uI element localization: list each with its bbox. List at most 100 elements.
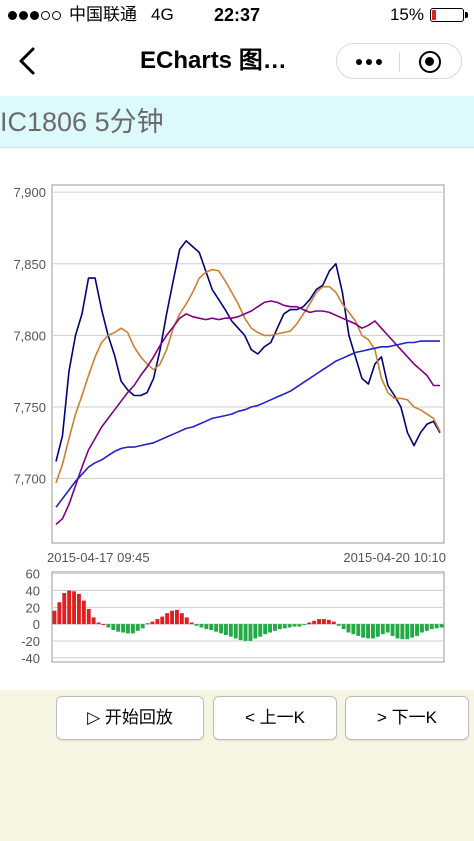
- indicator-bar: [371, 624, 375, 639]
- indicator-bar: [415, 624, 419, 636]
- indicator-bar: [81, 600, 86, 625]
- indicator-bar: [258, 624, 263, 637]
- indicator-bar: [228, 624, 233, 637]
- indicator-bar: [317, 619, 321, 625]
- indicator-bar: [199, 624, 204, 628]
- indicator-bar: [287, 624, 292, 628]
- control-footer: ▷ 开始回放 < 上一K > 下一K: [0, 690, 474, 841]
- chevron-left-icon[interactable]: [14, 46, 42, 76]
- indicator-bar: [375, 624, 380, 637]
- indicator-bar: [204, 624, 209, 630]
- indicator-bar: [179, 613, 184, 625]
- indicator-y-tick-label: 60: [26, 567, 40, 582]
- indicator-bar: [243, 624, 248, 641]
- indicator-bar: [268, 624, 272, 633]
- indicator-bar: [424, 624, 429, 631]
- indicator-bar: [145, 623, 150, 625]
- indicator-bar: [175, 609, 179, 625]
- next-k-button[interactable]: > 下一K: [345, 696, 469, 740]
- kline-chart[interactable]: 7,700 7,750 7,800 7,850 7,900 2015-04-17 09:…: [0, 160, 474, 690]
- indicator-bar: [111, 624, 116, 630]
- indicator-bar: [326, 619, 331, 625]
- indicator-y-tick-label: -40: [21, 651, 40, 666]
- indicator-bar: [248, 624, 253, 641]
- indicator-bar: [439, 624, 444, 628]
- indicator-bar: [126, 624, 130, 634]
- carrier-name: 中国联通: [69, 5, 137, 24]
- indicator-bar: [380, 624, 385, 635]
- indicator-bar: [341, 624, 346, 630]
- indicator-bar: [238, 624, 243, 641]
- x-label-start: 2015-04-17 09:45: [47, 550, 150, 565]
- indicator-bar: [331, 621, 336, 625]
- series-line-4: [55, 340, 440, 508]
- signal-strength-icon: [8, 10, 61, 20]
- main-y-tick-label: 7,700: [13, 472, 46, 487]
- indicator-y-tick-label: -20: [21, 634, 40, 649]
- indicator-bar: [336, 624, 341, 626]
- indicator-bar: [400, 624, 405, 640]
- series-line-1: [55, 240, 441, 462]
- indicator-y-tick-label: 40: [26, 584, 40, 599]
- indicator-bar: [356, 624, 361, 636]
- indicator-bar: [405, 624, 410, 640]
- indicator-y-tick-label: 20: [26, 600, 40, 615]
- main-y-tick-label: 7,900: [13, 185, 46, 200]
- series-line-3: [55, 300, 440, 526]
- indicator-bar: [160, 616, 165, 625]
- indicator-bar: [214, 624, 219, 632]
- contract-header: IC1806 5分钟: [0, 96, 474, 148]
- indicator-bar: [184, 617, 189, 625]
- indicator-bar: [420, 624, 424, 633]
- indicator-bar: [52, 610, 57, 625]
- main-y-tick-label: 7,850: [13, 257, 46, 272]
- indicator-bar: [302, 624, 307, 626]
- indicator-bar: [434, 624, 439, 629]
- network-type: 4G: [151, 5, 174, 24]
- indicator-bar: [307, 622, 312, 625]
- indicator-bar: [282, 624, 287, 629]
- indicator-bar: [170, 610, 174, 625]
- indicator-bar: [121, 624, 125, 633]
- close-circle-icon[interactable]: [419, 51, 441, 73]
- indicator-bar: [96, 622, 101, 625]
- indicator-bar: [140, 624, 145, 629]
- indicator-bar: [165, 613, 170, 625]
- indicator-bar: [135, 624, 140, 631]
- main-plot-frame: [51, 184, 445, 544]
- indicator-plot-frame: [51, 571, 445, 663]
- indicator-bar: [312, 620, 317, 625]
- main-y-tick-label: 7,800: [13, 328, 46, 343]
- indicator-bar: [390, 624, 395, 636]
- indicator-bar: [410, 624, 415, 638]
- indicator-bar: [189, 622, 194, 625]
- indicator-bar: [116, 624, 121, 632]
- indicator-bar: [233, 624, 238, 639]
- indicator-bar: [263, 624, 268, 635]
- indicator-bar: [67, 590, 72, 625]
- battery-icon: [430, 8, 468, 22]
- more-dots-icon[interactable]: [351, 54, 387, 70]
- clock: 22:37: [213, 5, 261, 25]
- capsule-divider: [399, 52, 400, 72]
- mini-program-capsule: [336, 43, 462, 79]
- indicator-bar: [273, 624, 277, 631]
- main-y-axis: 7,700 7,750 7,800 7,850 7,900: [13, 185, 46, 486]
- indicator-bar: [77, 593, 81, 625]
- battery-percent: 15%: [389, 5, 424, 24]
- page-title: ECharts 图…: [140, 47, 287, 74]
- prev-k-button[interactable]: < 上一K: [213, 696, 337, 740]
- indicator-bar: [86, 609, 91, 625]
- status-left: 中国联通 4G: [8, 0, 174, 30]
- contract-title: IC1806 5分钟: [0, 107, 164, 137]
- x-label-end: 2015-04-20 10:10: [343, 550, 446, 565]
- start-replay-button[interactable]: ▷ 开始回放: [56, 696, 204, 740]
- indicator-bars: [52, 590, 444, 641]
- indicator-bar: [385, 624, 390, 633]
- indicator-bar: [366, 624, 370, 639]
- indicator-bar: [292, 624, 297, 627]
- indicator-bar: [91, 617, 96, 625]
- indicator-bar: [194, 624, 199, 626]
- indicator-bar: [150, 621, 155, 625]
